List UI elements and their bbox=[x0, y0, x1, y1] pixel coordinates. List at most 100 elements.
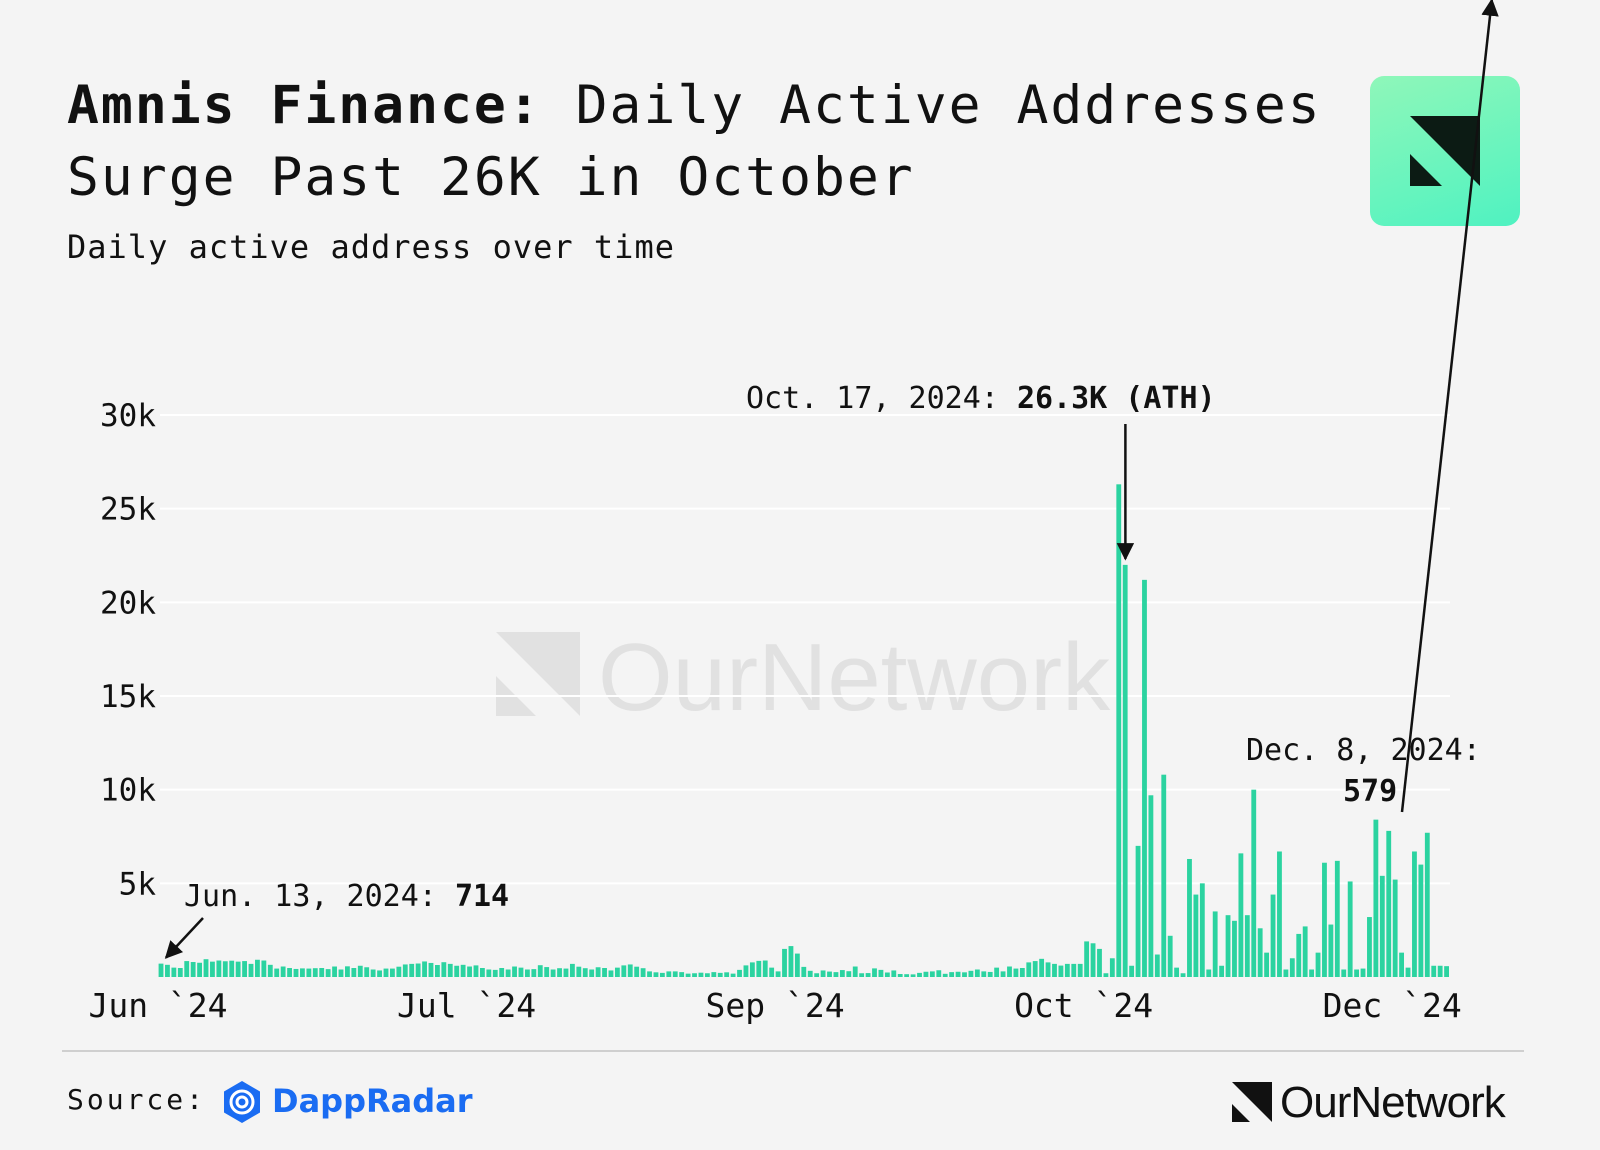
bar bbox=[1270, 894, 1276, 977]
bar bbox=[357, 965, 363, 977]
bar bbox=[1264, 952, 1270, 977]
bar bbox=[672, 971, 678, 977]
bar bbox=[1071, 963, 1077, 977]
bar bbox=[1373, 819, 1379, 977]
bar bbox=[544, 967, 550, 977]
bar bbox=[287, 968, 292, 977]
y-tick-label: 25k bbox=[100, 492, 156, 528]
y-tick-label: 15k bbox=[100, 679, 156, 715]
bar bbox=[460, 964, 466, 977]
bar bbox=[1412, 851, 1417, 977]
title-bold: Amnis Finance: bbox=[67, 75, 542, 136]
bar bbox=[839, 970, 845, 977]
annotation-ath-value: 26.3K (ATH) bbox=[1017, 381, 1216, 416]
bar bbox=[1199, 883, 1205, 977]
bar bbox=[1289, 958, 1295, 977]
bar bbox=[261, 960, 267, 977]
annotation-ath: Oct. 17, 2024: 26.3K (ATH) bbox=[746, 381, 1216, 416]
bar bbox=[1084, 941, 1090, 977]
bar bbox=[1347, 881, 1353, 977]
bar bbox=[756, 960, 762, 977]
source-label: Source: bbox=[67, 1083, 207, 1116]
source-name[interactable]: DappRadar bbox=[272, 1082, 473, 1120]
bar bbox=[659, 972, 665, 977]
bar bbox=[165, 964, 170, 977]
bar bbox=[1135, 845, 1141, 977]
bar bbox=[242, 961, 247, 977]
bar bbox=[312, 968, 318, 977]
bar bbox=[569, 963, 575, 977]
bar bbox=[1161, 774, 1167, 977]
annotation-end-date: Dec. 8, 2024: bbox=[1246, 733, 1481, 768]
bar bbox=[1302, 926, 1308, 977]
bar bbox=[1174, 967, 1180, 977]
bar bbox=[364, 967, 370, 977]
y-tick-label: 20k bbox=[100, 585, 156, 621]
bar bbox=[974, 969, 980, 977]
bar bbox=[550, 969, 556, 977]
annotation-end-arrow bbox=[1400, 0, 1499, 813]
bar bbox=[1090, 943, 1096, 977]
y-tick-label: 5k bbox=[119, 866, 157, 902]
bar bbox=[1019, 968, 1025, 977]
bar bbox=[377, 970, 382, 977]
bar bbox=[1219, 965, 1225, 977]
bar bbox=[1418, 864, 1424, 977]
bar bbox=[589, 969, 595, 977]
bar bbox=[409, 963, 415, 977]
bar bbox=[576, 966, 582, 977]
bar bbox=[942, 973, 948, 977]
bar bbox=[608, 970, 614, 977]
bar bbox=[1193, 894, 1199, 977]
bar bbox=[1334, 860, 1340, 977]
bar bbox=[293, 968, 299, 977]
bar bbox=[1077, 963, 1083, 977]
bar bbox=[184, 961, 190, 977]
bar bbox=[1167, 935, 1173, 977]
bar bbox=[698, 972, 704, 977]
footer-divider bbox=[62, 1050, 1524, 1052]
bar bbox=[518, 967, 524, 977]
bar bbox=[1251, 789, 1257, 977]
bar bbox=[1424, 832, 1430, 977]
bar bbox=[807, 970, 813, 977]
bar bbox=[724, 972, 730, 977]
bar bbox=[878, 969, 884, 977]
annotation-end: Dec. 8, 2024: bbox=[1246, 733, 1481, 768]
bar bbox=[467, 966, 472, 977]
x-tick-label: Sep `24 bbox=[706, 986, 845, 1025]
bar bbox=[1360, 968, 1366, 977]
y-tick-label: 30k bbox=[100, 398, 156, 434]
chart-title: Amnis Finance: Daily Active Addresses Su… bbox=[67, 70, 1367, 214]
bar bbox=[1052, 963, 1057, 977]
ournetwork-footer-icon bbox=[1232, 1082, 1272, 1122]
bar bbox=[325, 969, 331, 977]
bar bbox=[319, 968, 325, 977]
bar bbox=[1322, 862, 1327, 977]
bar bbox=[1206, 969, 1212, 977]
bar bbox=[1341, 969, 1347, 977]
bar bbox=[473, 965, 479, 977]
bar bbox=[537, 965, 543, 977]
bar bbox=[904, 974, 910, 977]
bar bbox=[640, 968, 646, 977]
bar bbox=[1405, 967, 1411, 977]
bar bbox=[582, 968, 588, 977]
chart-subtitle: Daily active address over time bbox=[67, 228, 675, 266]
bar bbox=[422, 961, 427, 977]
bar bbox=[897, 974, 903, 977]
bar bbox=[1232, 920, 1237, 977]
bar bbox=[859, 973, 865, 977]
bar bbox=[653, 972, 659, 977]
annotation-start-value: 714 bbox=[455, 879, 509, 914]
bar bbox=[730, 973, 736, 977]
bar bbox=[1431, 965, 1437, 977]
bar bbox=[524, 969, 530, 977]
bar bbox=[345, 966, 350, 977]
bar bbox=[300, 968, 305, 977]
bar bbox=[197, 962, 202, 977]
bar bbox=[1058, 965, 1064, 977]
bar bbox=[711, 972, 717, 977]
annotation-ath-date: Oct. 17, 2024: bbox=[746, 381, 1017, 416]
bar bbox=[1392, 879, 1398, 977]
